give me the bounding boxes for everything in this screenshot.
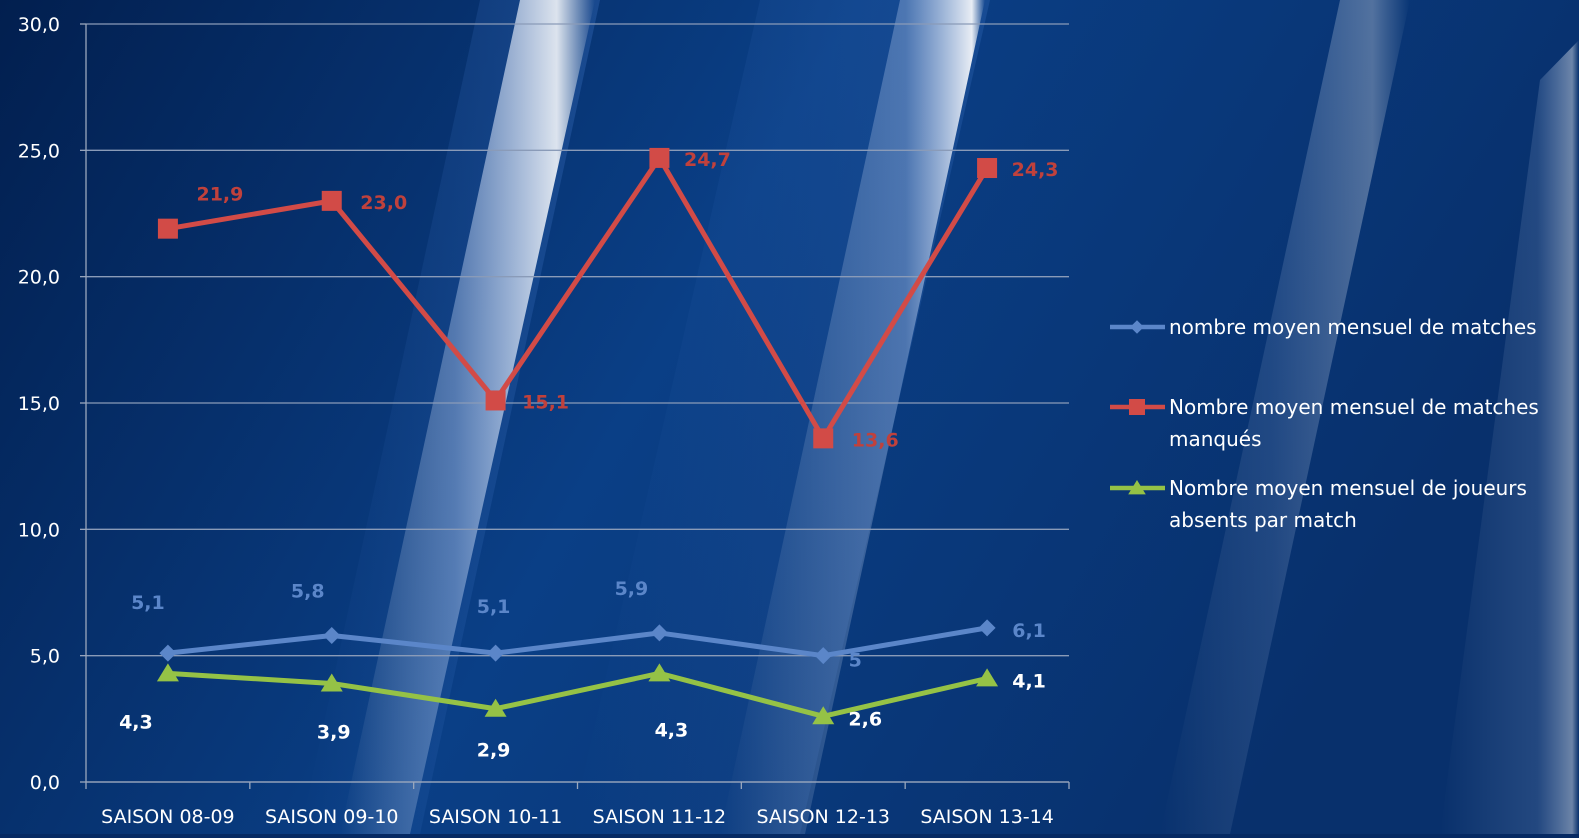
data-label: 2,6	[848, 708, 882, 730]
y-tick-label: 20,0	[18, 267, 60, 289]
data-label: 24,3	[1012, 159, 1059, 181]
diamond-marker	[323, 626, 341, 644]
data-label: 21,9	[196, 184, 243, 206]
series	[156, 147, 999, 725]
data-labels: 5,1 5,8 5,1 5,9 5 6,1 21,9 23,0 15,1 24,7 13,6 24,3…	[119, 149, 1058, 762]
background-light-streak	[1160, 0, 1410, 834]
y-tick-label: 5,0	[30, 646, 60, 668]
background-light-streak	[1440, 40, 1579, 834]
legend-label: Nombre moyen mensuel de joueurs	[1169, 476, 1527, 500]
series-line	[167, 670, 988, 719]
data-label: 15,1	[522, 391, 569, 413]
data-label: 4,1	[1012, 670, 1046, 692]
square-marker	[977, 158, 998, 179]
data-label: 4,3	[119, 711, 153, 733]
triangle-marker	[156, 663, 179, 682]
data-label: 5,8	[291, 580, 325, 602]
data-label: 5	[849, 650, 862, 672]
diamond-marker	[159, 644, 177, 662]
triangle-marker	[320, 673, 343, 692]
legend: nombre moyen mensuel de matches Nombre mo…	[1110, 315, 1539, 532]
x-tick-label: SAISON 09-10	[265, 806, 399, 828]
legend-label: nombre moyen mensuel de matches	[1169, 315, 1537, 339]
square-marker	[485, 390, 506, 411]
x-tick-label: SAISON 08-09	[101, 806, 235, 828]
series-line	[167, 625, 988, 659]
legend-label: absents par match	[1169, 508, 1357, 532]
triangle-marker	[484, 698, 507, 717]
data-label: 13,6	[852, 429, 899, 451]
legend-item: nombre moyen mensuel de matches	[1110, 315, 1537, 339]
square-marker	[813, 428, 834, 449]
square-marker	[649, 147, 670, 168]
data-label: 24,7	[684, 149, 731, 171]
data-label: 2,9	[477, 740, 511, 762]
axes: 0,0 5,0 10,0 15,0 20,0 25,0 30,0 SAISON 08-09 SA…	[18, 14, 1070, 828]
data-label: 5,1	[477, 596, 511, 618]
diamond-marker	[1130, 320, 1144, 334]
data-label: 23,0	[360, 192, 407, 214]
data-label: 6,1	[1012, 620, 1046, 642]
legend-item: Nombre moyen mensuel de matches manqués	[1110, 395, 1539, 451]
x-tick-label: SAISON 11-12	[593, 806, 727, 828]
diamond-marker	[650, 624, 668, 642]
diamond-marker	[487, 644, 505, 662]
x-tick-label: SAISON 10-11	[429, 806, 563, 828]
background-light-streak	[340, 0, 595, 834]
triangle-marker	[648, 663, 671, 682]
y-tick-label: 25,0	[18, 140, 60, 162]
square-marker	[321, 190, 342, 211]
triangle-marker	[812, 706, 835, 725]
x-tick-label: SAISON 13-14	[920, 806, 1054, 828]
legend-item: Nombre moyen mensuel de joueurs absents p…	[1110, 476, 1527, 532]
square-marker	[157, 218, 178, 239]
y-tick-label: 15,0	[18, 393, 60, 415]
x-tick-label: SAISON 12-13	[757, 806, 891, 828]
series-line	[167, 155, 990, 441]
data-label: 5,1	[131, 592, 165, 614]
y-tick-label: 10,0	[18, 519, 60, 541]
data-label: 3,9	[317, 721, 351, 743]
background-light-streak	[720, 0, 985, 834]
data-label: 5,9	[615, 578, 649, 600]
y-tick-label: 30,0	[18, 14, 60, 36]
diamond-marker	[978, 619, 996, 637]
square-marker	[1129, 399, 1145, 415]
diamond-marker	[814, 647, 832, 665]
triangle-marker	[976, 668, 999, 687]
y-tick-label: 0,0	[30, 772, 60, 794]
data-label: 4,3	[655, 719, 689, 741]
legend-label: Nombre moyen mensuel de matches	[1169, 395, 1539, 419]
triangle-marker	[1128, 480, 1146, 495]
legend-label: manqués	[1169, 427, 1262, 451]
